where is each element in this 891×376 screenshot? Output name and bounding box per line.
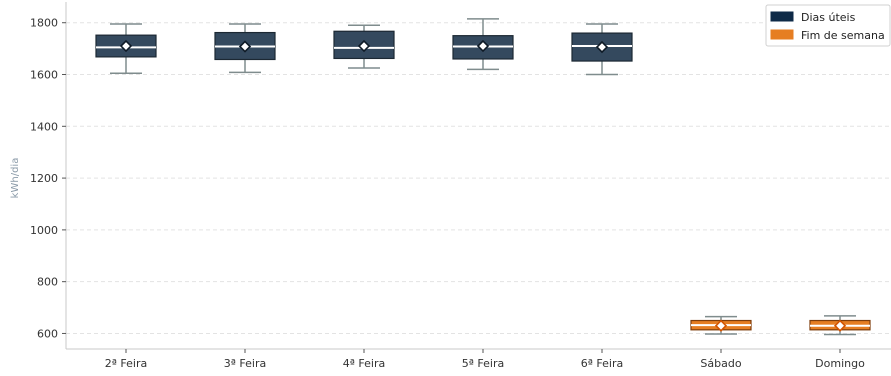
x-tick-label: Sábado (700, 357, 741, 370)
y-tick-label: 1600 (30, 69, 58, 82)
y-tick-label: 1200 (30, 172, 58, 185)
legend-swatch-weekday (770, 11, 794, 22)
x-tick-label: 3ª Feira (224, 357, 267, 370)
box-6 (690, 315, 752, 335)
box-1 (95, 23, 157, 74)
legend-label-weekend: Fim de semana (801, 29, 885, 42)
box-2 (214, 23, 276, 74)
x-tick-label: 5ª Feira (462, 357, 505, 370)
y-tick-label: 1000 (30, 224, 58, 237)
y-tick-label: 800 (37, 276, 58, 289)
mean-marker (119, 39, 133, 53)
x-tick-label: 4ª Feira (343, 357, 386, 370)
legend-label-weekday: Dias úteis (801, 11, 856, 24)
mean-marker (714, 319, 728, 332)
y-tick-label: 1800 (30, 17, 58, 30)
x-tick-label: 2ª Feira (105, 357, 148, 370)
axes (65, 2, 891, 350)
legend: Dias úteis Fim de semana (765, 4, 891, 47)
legend-frame (765, 4, 891, 47)
legend-swatch-weekend (770, 29, 794, 40)
mean-marker (595, 40, 609, 54)
boxes (95, 18, 871, 336)
y-ticks: 600 800 1000 1200 1400 1600 1800 (30, 17, 66, 340)
x-tick-label: 6ª Feira (581, 357, 624, 370)
box-7 (809, 315, 871, 336)
box-4 (452, 18, 514, 71)
box-5 (571, 23, 633, 76)
mean-marker (476, 39, 490, 53)
mean-marker (833, 319, 847, 332)
x-tick-label: Domingo (815, 357, 865, 370)
x-ticks: 2ª Feira 3ª Feira 4ª Feira 5ª Feira 6ª Feira… (105, 349, 865, 370)
mean-marker (238, 40, 252, 53)
y-axis-title: kWh/dia (10, 158, 21, 199)
y-tick-label: 1400 (30, 120, 58, 133)
y-tick-label: 600 (37, 327, 58, 340)
grid-lines (66, 22, 891, 334)
box-3 (333, 24, 395, 69)
mean-marker (357, 39, 371, 53)
